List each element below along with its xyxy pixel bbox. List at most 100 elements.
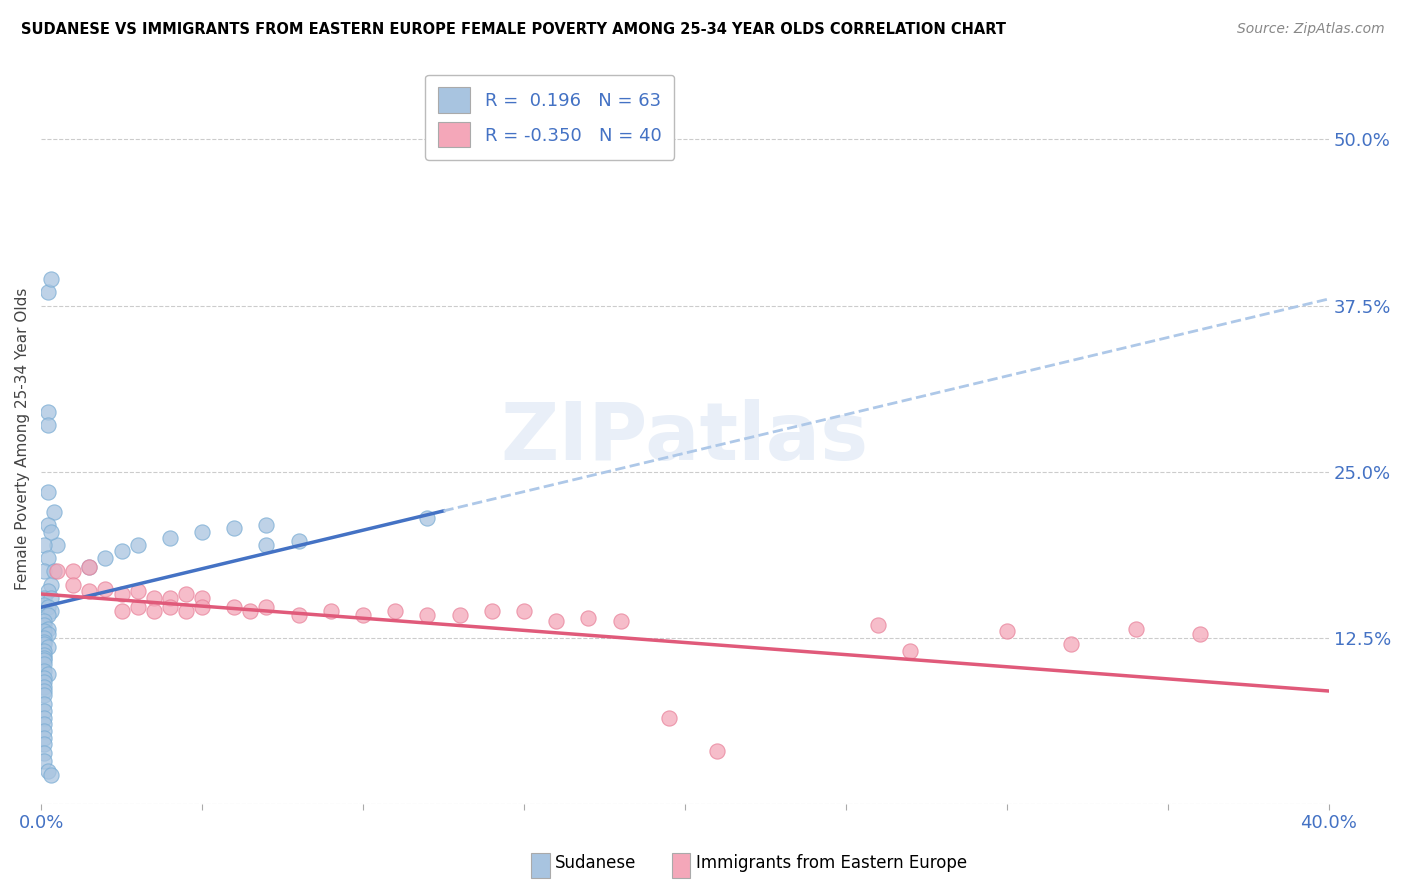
Point [576,611,599,625]
Point [706,744,728,758]
Point [37,484,59,499]
Point [127,584,149,599]
Point [1188,627,1211,641]
Point [239,604,262,618]
Point [513,604,536,618]
Point [546,614,568,628]
Point [159,600,181,615]
Point [256,600,278,615]
Point [110,544,132,558]
Text: Immigrants from Eastern Europe: Immigrants from Eastern Europe [696,855,967,872]
Point [37,517,59,532]
Point [34,650,56,665]
Point [416,608,439,623]
Point [224,520,246,534]
Point [449,608,471,623]
Point [34,638,56,652]
Point [42,505,65,519]
Point [94,551,117,566]
Text: Source: ZipAtlas.com: Source: ZipAtlas.com [1237,22,1385,37]
Point [34,704,56,718]
Point [37,405,59,419]
Point [39,768,62,782]
Point [34,671,56,685]
Point [609,614,631,628]
Point [34,755,56,769]
Point [256,517,278,532]
Point [34,698,56,712]
Point [127,600,149,615]
Point [1060,638,1083,652]
Text: SUDANESE VS IMMIGRANTS FROM EASTERN EUROPE FEMALE POVERTY AMONG 25-34 YEAR OLDS : SUDANESE VS IMMIGRANTS FROM EASTERN EURO… [21,22,1007,37]
Point [39,272,62,286]
Point [34,737,56,751]
Point [34,747,56,761]
Point [174,604,197,618]
Point [191,591,214,605]
Point [868,617,890,632]
Point [37,640,59,655]
Point [110,587,132,601]
Point [34,657,56,672]
Point [256,538,278,552]
Point [34,635,56,649]
Point [34,614,56,628]
Point [34,664,56,678]
Point [37,627,59,641]
Point [42,565,65,579]
Point [34,624,56,639]
Point [416,511,439,525]
Point [34,648,56,662]
Point [174,587,197,601]
Legend: R =  0.196   N = 63, R = -0.350   N = 40: R = 0.196 N = 63, R = -0.350 N = 40 [425,75,675,160]
Point [142,591,165,605]
Point [79,584,101,599]
Point [39,577,62,591]
Point [37,285,59,300]
Point [34,710,56,724]
Point [34,723,56,738]
Point [37,551,59,566]
Point [46,538,69,552]
Point [34,591,56,605]
Point [995,624,1018,639]
Point [94,582,117,596]
Point [34,644,56,658]
Point [37,608,59,623]
Text: Sudanese: Sudanese [555,855,637,872]
Point [34,688,56,702]
Point [142,604,165,618]
Point [34,653,56,667]
Point [34,538,56,552]
Point [37,666,59,681]
Point [352,608,374,623]
Point [79,560,101,574]
Point [37,600,59,615]
Text: ZIPatlas: ZIPatlas [501,400,869,477]
Y-axis label: Female Poverty Among 25-34 Year Olds: Female Poverty Among 25-34 Year Olds [15,287,30,590]
Point [34,717,56,731]
Point [287,533,309,548]
Point [34,565,56,579]
Point [658,710,681,724]
Point [191,600,214,615]
Point [159,531,181,545]
Point [37,584,59,599]
Point [46,565,69,579]
Point [34,731,56,745]
Point [34,684,56,698]
Point [34,631,56,645]
Point [34,617,56,632]
Point [159,591,181,605]
Point [39,591,62,605]
Point [384,604,406,618]
Point [34,598,56,612]
Point [319,604,342,618]
Point [898,644,921,658]
Point [79,560,101,574]
Point [37,764,59,778]
Point [39,604,62,618]
Point [62,577,84,591]
Point [34,680,56,694]
Point [127,538,149,552]
